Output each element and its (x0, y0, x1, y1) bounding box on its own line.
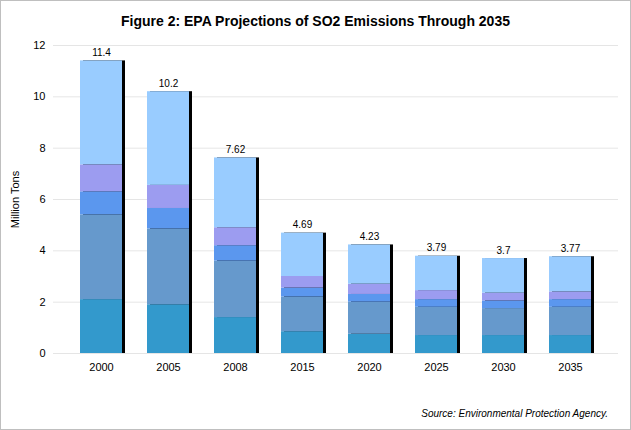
svg-text:7.62: 7.62 (226, 144, 246, 155)
svg-text:4.69: 4.69 (293, 219, 313, 230)
svg-text:2025: 2025 (424, 361, 448, 373)
svg-text:2000: 2000 (89, 361, 113, 373)
svg-text:4.23: 4.23 (360, 231, 380, 242)
svg-text:2015: 2015 (290, 361, 314, 373)
svg-text:0: 0 (39, 347, 45, 359)
svg-text:2035: 2035 (558, 361, 582, 373)
svg-text:3.7: 3.7 (497, 245, 511, 256)
svg-text:11.4: 11.4 (92, 47, 111, 58)
svg-text:12: 12 (33, 39, 45, 51)
svg-text:2008: 2008 (223, 361, 247, 373)
svg-text:10.2: 10.2 (159, 78, 179, 89)
svg-text:3.77: 3.77 (561, 243, 581, 254)
svg-text:2005: 2005 (156, 361, 180, 373)
svg-text:6: 6 (39, 193, 45, 205)
svg-text:Million Tons: Million Tons (9, 170, 21, 228)
html-text:Source: Environmental Protecti: Source: Environmental Protection Agency. (421, 408, 608, 419)
svg-text:4: 4 (39, 244, 45, 256)
html-text:Figure 2: EPA Projections of S: Figure 2: EPA Projections of SO2 Emissio… (121, 13, 510, 29)
svg-text:2: 2 (39, 296, 45, 308)
svg-text:10: 10 (33, 90, 45, 102)
svg-text:3.79: 3.79 (427, 242, 447, 253)
svg-text:8: 8 (39, 142, 45, 154)
svg-text:2020: 2020 (357, 361, 381, 373)
svg-text:2030: 2030 (491, 361, 515, 373)
